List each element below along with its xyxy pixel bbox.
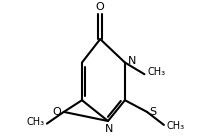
Text: CH₃: CH₃ (167, 121, 185, 131)
Text: S: S (150, 107, 157, 117)
Text: CH₃: CH₃ (147, 67, 165, 77)
Text: CH₃: CH₃ (26, 117, 44, 127)
Text: O: O (52, 107, 61, 117)
Text: O: O (96, 2, 105, 12)
Text: N: N (128, 56, 137, 66)
Text: N: N (105, 124, 113, 134)
